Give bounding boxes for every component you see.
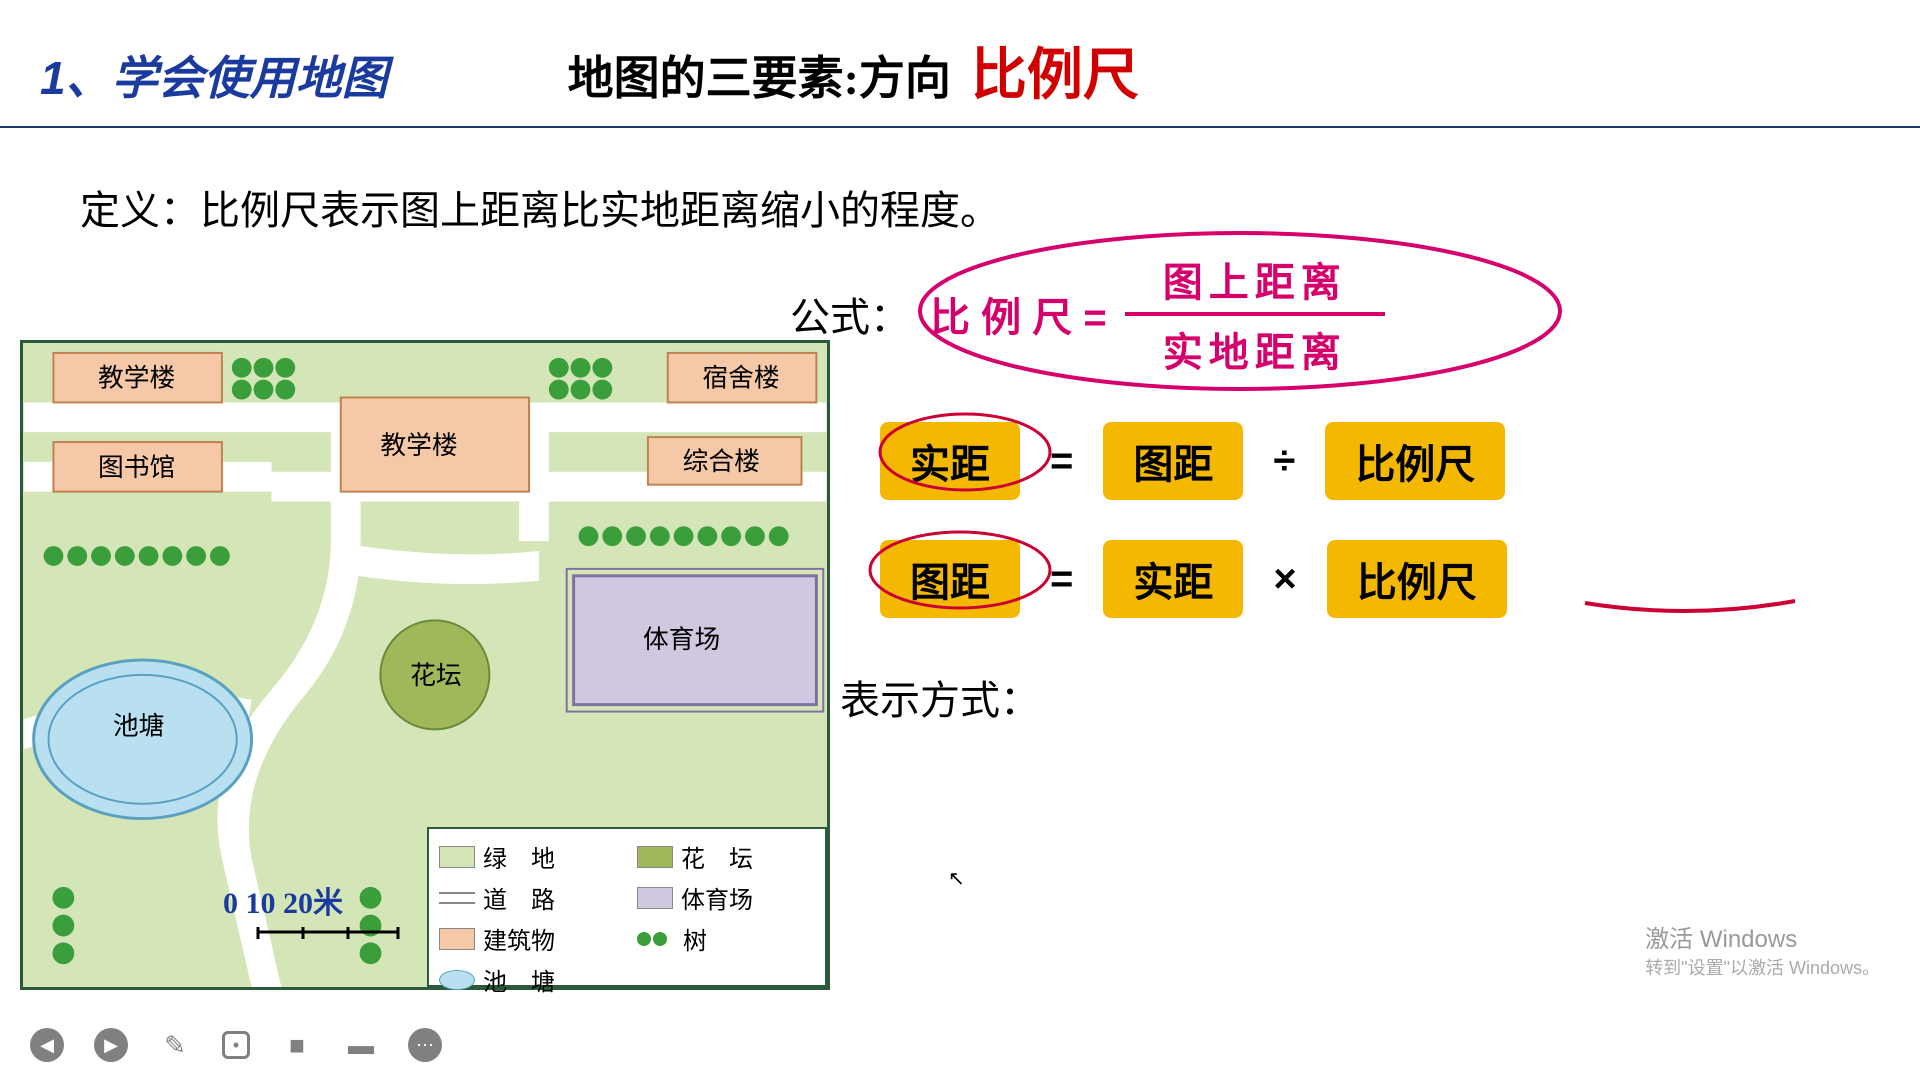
eq1-op: ÷	[1273, 439, 1295, 484]
map-scale-bar	[253, 927, 403, 952]
map-label-flowerbed: 花坛	[410, 661, 462, 690]
formula-lhs: 比 例 尺 =	[930, 285, 1107, 343]
formula-numerator: 图上距离	[1143, 246, 1367, 312]
map-label-stadium: 体育场	[643, 625, 720, 654]
eq1-c: 比例尺	[1325, 422, 1505, 500]
subtitle-prefix: 地图的三要素:方向	[568, 42, 951, 108]
equation-row-1: 实距 = 图距 ÷ 比例尺	[880, 422, 1920, 500]
subtitle-highlight: 比例尺	[971, 30, 1139, 111]
more-button[interactable]: ⋯	[408, 1028, 442, 1062]
map-label-dorm: 宿舍楼	[702, 364, 779, 393]
map-label-teaching1: 教学楼	[98, 364, 175, 393]
eq1-equals: =	[1050, 439, 1073, 484]
slide-header: 1、 学会使用地图 地图的三要素:方向 比例尺	[0, 0, 1920, 128]
map-scale-text: 0 10 20米	[223, 878, 343, 922]
legend-pond: 池 塘	[439, 962, 617, 997]
section-title: 学会使用地图	[112, 42, 388, 108]
play-button[interactable]: ▶	[94, 1028, 128, 1062]
formula-denominator: 实地距离	[1143, 316, 1367, 382]
comment-button[interactable]: ▬	[344, 1028, 378, 1062]
legend-stadium: 体育场	[637, 880, 815, 915]
watermark-subtitle: 转到"设置"以激活 Windows。	[1645, 954, 1880, 980]
focus-button[interactable]: •	[222, 1031, 250, 1059]
camera-button[interactable]: ■	[280, 1028, 314, 1062]
watermark-title: 激活 Windows	[1645, 919, 1880, 954]
eq2-op: ×	[1273, 557, 1296, 602]
eq2-b: 实距	[1103, 540, 1243, 618]
legend-tree: 树	[637, 921, 815, 956]
campus-map: 教学楼 教学楼 宿舍楼 图书馆 综合楼 体育场 花坛 池塘	[20, 340, 830, 990]
windows-watermark: 激活 Windows 转到"设置"以激活 Windows。	[1645, 919, 1880, 980]
equation-row-2: 图距 = 实距 × 比例尺	[880, 540, 1920, 618]
prev-button[interactable]: ◀	[30, 1028, 64, 1062]
map-label-teaching2: 教学楼	[380, 431, 457, 460]
legend-flowerbed: 花 坛	[637, 839, 815, 874]
map-label-library: 图书馆	[98, 453, 175, 482]
eq1-a: 实距	[880, 422, 1020, 500]
presentation-toolbar: ◀ ▶ ✎ • ■ ▬ ⋯	[30, 1028, 442, 1062]
cursor-icon: ↖	[948, 866, 965, 891]
pen-button[interactable]: ✎	[158, 1028, 192, 1062]
legend-green: 绿 地	[439, 839, 617, 874]
representation-label: 表示方式：	[840, 668, 1920, 726]
eq2-underline-annotation	[1580, 595, 1800, 625]
formula-fraction: 图上距离 实地距离	[1125, 246, 1385, 382]
definition-text: 定义：比例尺表示图上距离比实地距离缩小的程度。	[0, 128, 1920, 236]
eq2-equals: =	[1050, 557, 1073, 602]
legend-road: 道 路	[439, 880, 617, 915]
legend-building: 建筑物	[439, 921, 617, 956]
eq2-c: 比例尺	[1327, 540, 1507, 618]
formula-label: 公式：	[790, 285, 910, 343]
eq1-b: 图距	[1103, 422, 1243, 500]
eq2-a: 图距	[880, 540, 1020, 618]
map-label-complex: 综合楼	[683, 447, 760, 476]
formula-row: 公式： 比 例 尺 = 图上距离 实地距离	[790, 246, 1920, 382]
map-label-pond: 池塘	[113, 711, 164, 740]
formula-box: 比 例 尺 = 图上距离 实地距离	[930, 246, 1385, 382]
section-number: 1、	[40, 42, 112, 108]
map-legend: 绿 地 花 坛 道 路 体育场 建筑物 树 池 塘	[427, 827, 827, 987]
